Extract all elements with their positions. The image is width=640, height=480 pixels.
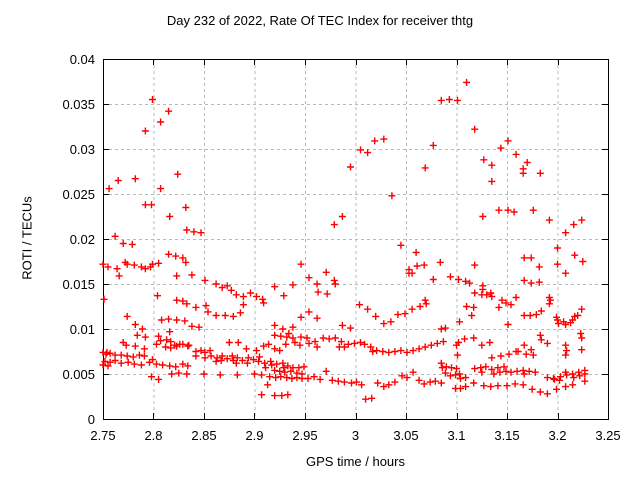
x-tick-label: 2.95 (292, 428, 318, 443)
x-axis-label: GPS time / hours (306, 454, 405, 469)
x-tick-label: 2.9 (245, 428, 264, 443)
y-tick-label: 0.03 (69, 142, 95, 157)
y-tick-label: 0.015 (62, 277, 95, 292)
x-tick-label: 3.15 (494, 428, 520, 443)
chart-title: Day 232 of 2022, Rate Of TEC Index for r… (166, 13, 474, 28)
axes-border (103, 59, 609, 420)
y-tick-label: 0.04 (69, 52, 95, 67)
x-tick-label: 3.1 (447, 428, 466, 443)
x-tick-label: 2.75 (90, 428, 116, 443)
x-tick-label: 3.25 (595, 428, 621, 443)
y-tick-label: 0.025 (62, 187, 95, 202)
x-tick-label: 3.2 (548, 428, 567, 443)
y-tick-label: 0.01 (69, 322, 95, 337)
y-tick-label: 0 (87, 412, 95, 427)
data-points (99, 78, 589, 403)
x-tick-label: 3 (351, 428, 360, 443)
y-tick-label: 0.02 (69, 232, 95, 247)
x-tick-label: 2.85 (191, 428, 217, 443)
y-tick-label: 0.035 (62, 97, 95, 112)
x-tick-label: 3.05 (393, 428, 419, 443)
x-tick-label: 2.8 (144, 428, 163, 443)
y-tick-label: 0.005 (62, 367, 95, 382)
grid-lines (103, 59, 608, 419)
